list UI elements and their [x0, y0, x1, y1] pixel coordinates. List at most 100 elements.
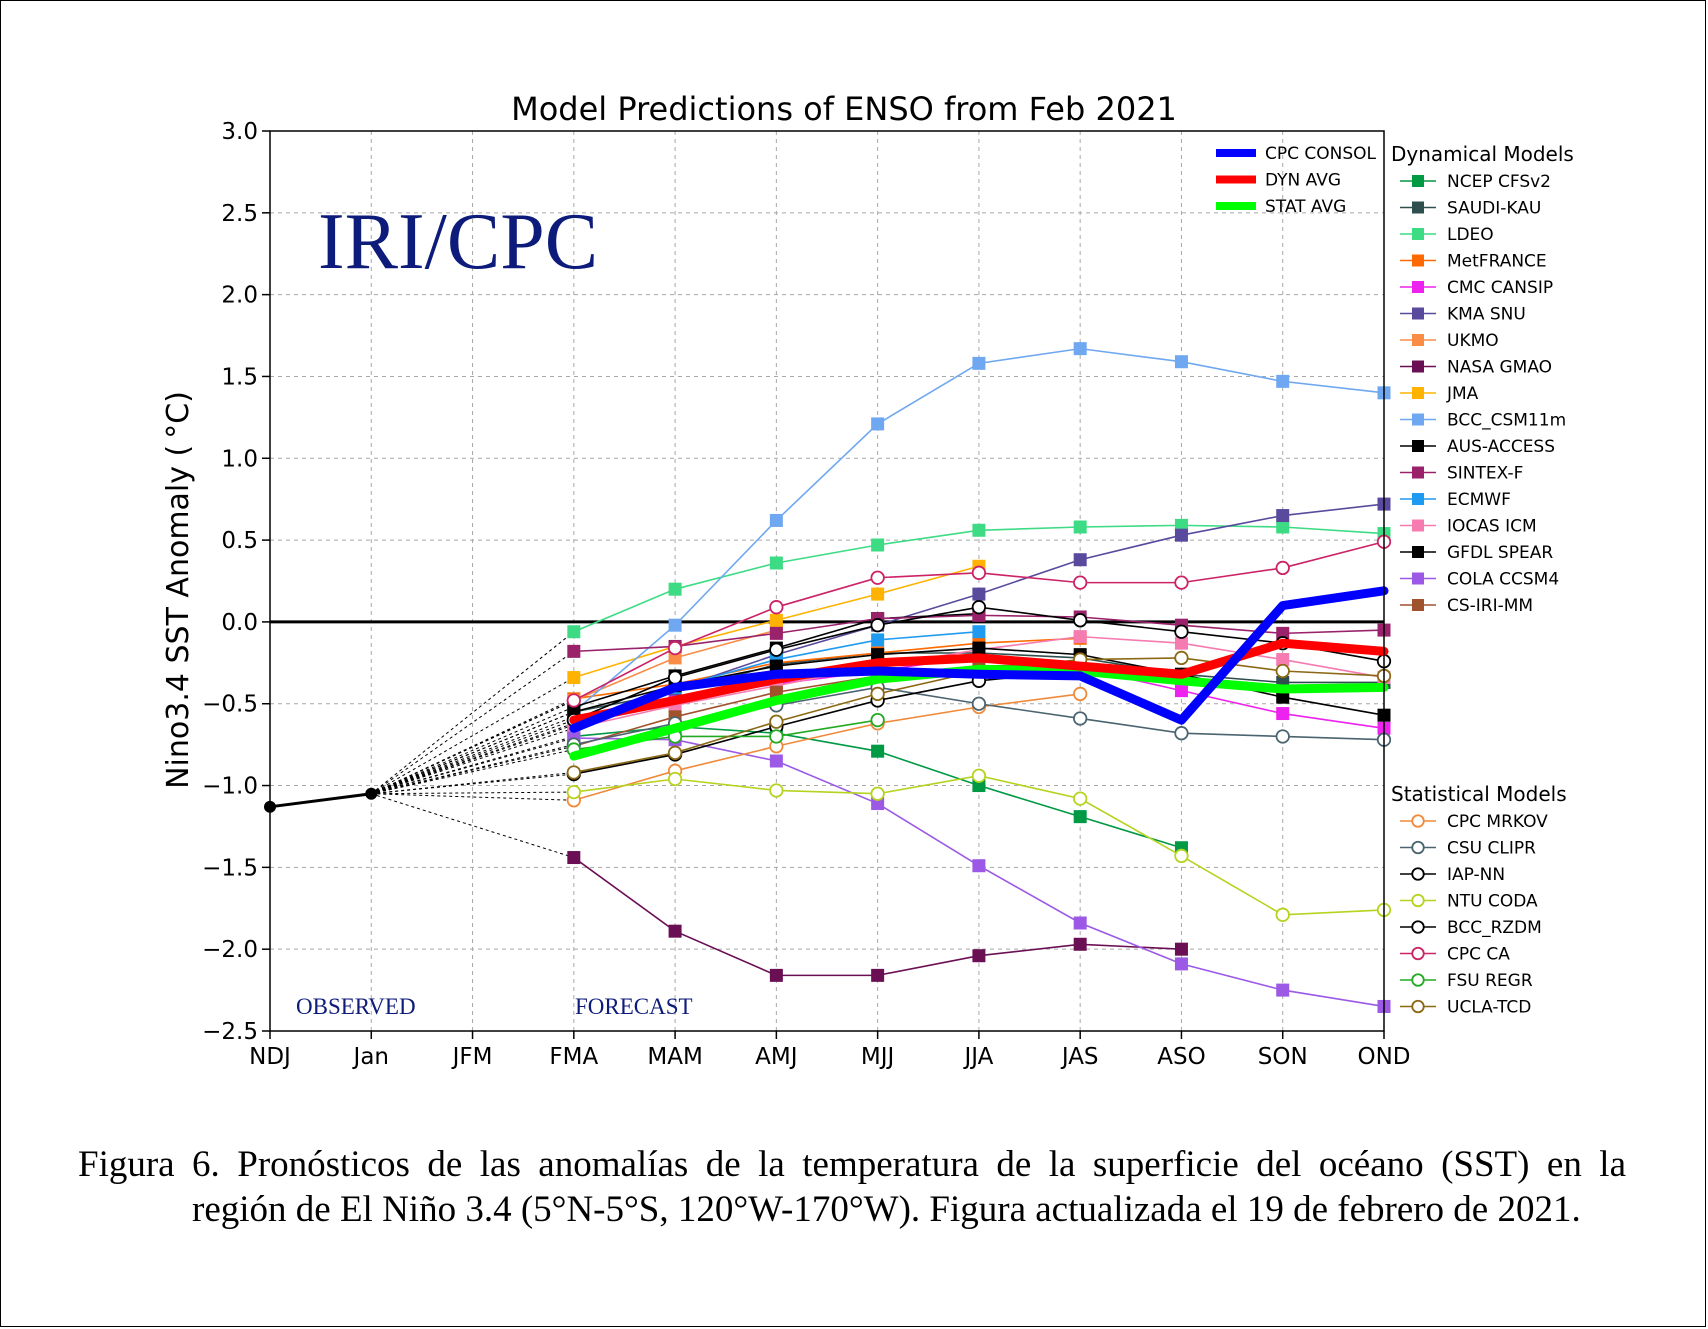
observed-annotation: OBSERVED [296, 994, 416, 1019]
average-series [569, 586, 1389, 761]
point-gfdl-spear [769, 659, 783, 673]
legend-marker-gfdl-spear [1412, 546, 1424, 558]
point-ncep-cfsv2 [871, 744, 885, 758]
legend-label-bcc-rzdm: BCC_RZDM [1447, 918, 1542, 938]
legend-marker-bcc-rzdm [1411, 920, 1425, 934]
legend-marker-saudi-kau [1412, 201, 1424, 214]
avg-line-cpc-consol [569, 586, 1389, 733]
point-cola-ccsm4 [769, 754, 783, 768]
legend-marker-ncep-cfsv2 [1412, 175, 1424, 187]
point-nasa-gmao [1174, 942, 1188, 956]
legend-label-stat-avg: STAT AVG [1265, 197, 1346, 217]
x-tick-label: ASO [1157, 1044, 1205, 1070]
point-iocas-icm [1073, 630, 1087, 644]
observed-to-forecast-connectors [370, 631, 575, 859]
legend-marker-cs-iri-mm [1412, 599, 1424, 611]
point-ldeo [1174, 518, 1188, 532]
point-iocas-icm [1276, 653, 1290, 667]
point-ntu-coda [1275, 907, 1290, 922]
point-bcc-csm11m [871, 417, 885, 431]
connector-jma [371, 677, 575, 795]
point-ncep-cfsv2 [972, 779, 986, 793]
point-bcc-rzdm [870, 618, 885, 633]
point-bcc-csm11m [1073, 342, 1087, 356]
y-tick-label: −2.0 [202, 937, 258, 963]
y-tick-label: 0.0 [221, 610, 258, 636]
point-cpc-ca [667, 640, 683, 656]
point-bcc-csm11m [1276, 374, 1290, 388]
point-cpc-mrkov [1073, 686, 1088, 702]
legend-marker-bcc-csm11m [1412, 413, 1424, 426]
point-nasa-gmao [567, 851, 581, 865]
statistical-models-legend: Statistical Models CPC MRKOV CSU CLIPR IAP-… [1391, 782, 1567, 1018]
connector-csu-clipr [371, 744, 574, 795]
point-cola-ccsm4 [1073, 916, 1087, 930]
x-tick-label: OND [1357, 1044, 1410, 1070]
legend-label-ecmwf: ECMWF [1447, 490, 1511, 510]
point-sintex-f [567, 644, 581, 658]
y-tick-label: 1.0 [221, 446, 258, 472]
point-ucla-tcd [1174, 650, 1189, 666]
point-gfdl-spear [972, 641, 986, 655]
legend-label-gfdl-spear: GFDL SPEAR [1447, 543, 1553, 563]
connector-iap-nn [371, 773, 574, 795]
point-cpc-ca [971, 565, 987, 580]
x-tick-label: SON [1258, 1044, 1308, 1070]
point-csu-clipr [1174, 726, 1189, 741]
point-bcc-csm11m [972, 356, 986, 370]
x-tick-label: Jan [352, 1044, 389, 1070]
legend-marker-cola-ccsm4 [1412, 572, 1424, 585]
point-ncep-cfsv2 [1073, 810, 1087, 824]
x-tick-label: JAS [1060, 1044, 1099, 1070]
observed-line [269, 792, 372, 809]
point-ldeo [871, 538, 885, 552]
point-nasa-gmao [769, 968, 783, 982]
legend-label-iocas-icm: IOCAS ICM [1447, 517, 1537, 537]
connector-iocas-icm [371, 727, 574, 795]
point-nasa-gmao [871, 968, 885, 982]
caption-continuation: región de El Niño 3.4 (5°N-5°S, 120°W-17… [192, 1189, 1581, 1230]
point-cpc-ca [566, 693, 581, 708]
point-ucla-tcd [870, 686, 885, 702]
dynamical-models-legend: Dynamical Models NCEP CFSv2 SAUDI-KAU LDEO M… [1391, 142, 1574, 616]
connector-ncep-cfsv2 [371, 735, 574, 795]
point-cpc-ca [870, 570, 885, 585]
point-ntu-coda [566, 784, 581, 800]
point-bcc-rzdm [769, 642, 784, 657]
plot-frame [269, 130, 1385, 1032]
legend-label-ucla-tcd: UCLA-TCD [1447, 998, 1531, 1018]
point-gfdl-spear [871, 648, 885, 662]
legend-marker-kma-snu [1412, 307, 1424, 320]
point-ucla-tcd [769, 714, 784, 729]
point-jma [567, 671, 581, 685]
point-ldeo [567, 625, 581, 639]
legend-label-ukmo: UKMO [1447, 331, 1499, 351]
legend-title: Dynamical Models [1391, 142, 1574, 166]
point-cpc-ca [1073, 575, 1088, 590]
legend-label-dyn-avg: DYN AVG [1265, 171, 1341, 191]
y-tick-label: −1.0 [202, 774, 258, 800]
point-jma [769, 613, 783, 627]
point-cpc-ca [1174, 575, 1189, 590]
legend-label-bcc-csm11m: BCC_CSM11m [1447, 411, 1566, 431]
legend-label-csu-clipr: CSU CLIPR [1447, 839, 1536, 859]
series-ldeo [567, 518, 1391, 639]
enso-chart: Model Predictions of ENSO from Feb 2021 … [161, 90, 1574, 1070]
connector-nasa-gmao [371, 793, 574, 859]
legend-marker-cpc-ca [1411, 946, 1425, 961]
figure-caption: Figura 6. Pronósticos de las anomalías d… [78, 1142, 1626, 1232]
series-line-cpc-mrkov [573, 693, 1081, 802]
connector-aus-access [371, 706, 575, 795]
point-bcc-rzdm [971, 600, 987, 615]
legend-label-ncep-cfsv2: NCEP CFSv2 [1447, 172, 1551, 192]
legend-label-iap-nn: IAP-NN [1447, 865, 1505, 885]
point-csu-clipr [1275, 729, 1290, 744]
legend-label-cpc-ca: CPC CA [1447, 945, 1510, 965]
forecast-annotation: FORECAST [575, 994, 693, 1019]
legend-label-ldeo: LDEO [1447, 225, 1494, 245]
point-ucla-tcd [1275, 663, 1290, 679]
legend-marker-iap-nn [1411, 867, 1425, 881]
observed-series [264, 787, 378, 813]
point-ntu-coda [870, 786, 885, 801]
x-tick-label: NDJ [249, 1044, 291, 1070]
